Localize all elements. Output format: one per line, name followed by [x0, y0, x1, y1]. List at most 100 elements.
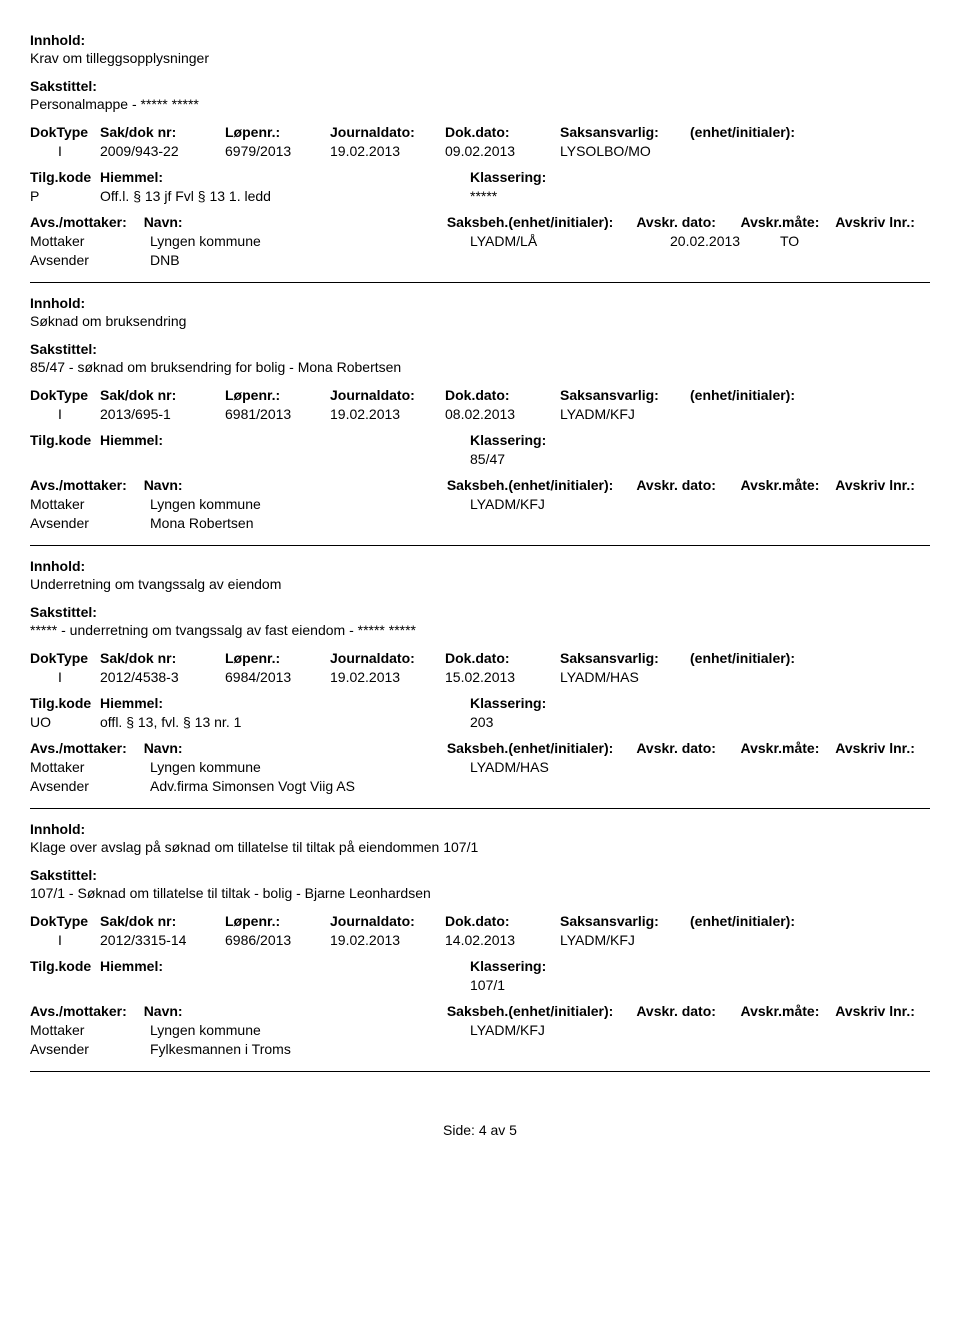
navn-header: Navn: [144, 1003, 447, 1019]
saksansvarlig-value: LYADM/KFJ [560, 932, 690, 948]
saksbeh-header: Saksbeh.(enhet/initialer): [447, 740, 636, 756]
journaldato-value: 19.02.2013 [330, 143, 445, 159]
meta-data-row: I 2013/695-1 6981/2013 19.02.2013 08.02.… [30, 406, 930, 422]
journaldato-value: 19.02.2013 [330, 932, 445, 948]
mottaker-row: Mottaker Lyngen kommune LYADM/KFJ [30, 496, 930, 512]
party-header-row: Avs./mottaker: Navn: Saksbeh.(enhet/init… [30, 1003, 930, 1019]
hjemmel-header: Hiemmel: [100, 169, 470, 185]
innhold-text: Søknad om bruksendring [30, 313, 930, 329]
innhold-text: Underretning om tvangssalg av eiendom [30, 576, 930, 592]
innhold-label: Innhold: [30, 295, 930, 311]
mottaker-row: Mottaker Lyngen kommune LYADM/HAS [30, 759, 930, 775]
record: Innhold: Krav om tilleggsopplysninger Sa… [30, 32, 930, 283]
hjemmel-header: Hiemmel: [100, 958, 470, 974]
avsender-row: Avsender Adv.firma Simonsen Vogt Viig AS [30, 778, 930, 794]
sakdok-value: 2009/943-22 [100, 143, 225, 159]
mottaker-avskrmate [780, 1022, 880, 1038]
avsender-label: Avsender [30, 778, 150, 794]
innhold-text: Krav om tilleggsopplysninger [30, 50, 930, 66]
record-divider [30, 808, 930, 809]
innhold-label: Innhold: [30, 32, 930, 48]
enhet-header: (enhet/initialer): [690, 387, 840, 403]
sakstittel-text: 107/1 - Søknad om tillatelse til tiltak … [30, 885, 930, 901]
dokdato-header: Dok.dato: [445, 387, 560, 403]
saksansvarlig-value: LYADM/KFJ [560, 406, 690, 422]
avskrmate-header: Avskr.måte: [741, 214, 836, 230]
avsmottaker-header: Avs./mottaker: [30, 214, 144, 230]
avskrivlnr-header: Avskriv lnr.: [835, 740, 930, 756]
mottaker-saksbeh: LYADM/KFJ [470, 1022, 670, 1038]
sakdok-header: Sak/dok nr: [100, 650, 225, 666]
record: Innhold: Underretning om tvangssalg av e… [30, 558, 930, 809]
hjemmel-value: Off.l. § 13 jf Fvl § 13 1. ledd [100, 188, 470, 204]
lopenr-value: 6979/2013 [225, 143, 330, 159]
tilgkode-value [30, 451, 100, 467]
doktype-header: DokType [30, 650, 100, 666]
meta-header-row: DokType Sak/dok nr: Løpenr.: Journaldato… [30, 913, 930, 929]
tilgkode-header: Tilg.kode [30, 958, 100, 974]
record-divider [30, 282, 930, 283]
sakstittel-label: Sakstittel: [30, 341, 930, 357]
hjemmel-value [100, 977, 470, 993]
journaldato-value: 19.02.2013 [330, 669, 445, 685]
dokdato-value: 08.02.2013 [445, 406, 560, 422]
avsender-navn: Adv.firma Simonsen Vogt Viig AS [150, 778, 470, 794]
avskrdato-header: Avskr. dato: [636, 1003, 740, 1019]
mottaker-navn: Lyngen kommune [150, 233, 470, 249]
saksbeh-header: Saksbeh.(enhet/initialer): [447, 214, 636, 230]
mottaker-avskrmate: TO [780, 233, 880, 249]
saksansvarlig-value: LYADM/HAS [560, 669, 690, 685]
avskrivlnr-header: Avskriv lnr.: [835, 1003, 930, 1019]
mottaker-avskrdato: 20.02.2013 [670, 233, 780, 249]
sakstittel-label: Sakstittel: [30, 78, 930, 94]
klassering-value: ***** [470, 188, 670, 204]
saksansvarlig-header: Saksansvarlig: [560, 124, 690, 140]
avsender-label: Avsender [30, 1041, 150, 1057]
meta-header-row: DokType Sak/dok nr: Løpenr.: Journaldato… [30, 387, 930, 403]
journaldato-value: 19.02.2013 [330, 406, 445, 422]
sakdok-header: Sak/dok nr: [100, 124, 225, 140]
sakdok-value: 2012/3315-14 [100, 932, 225, 948]
saksansvarlig-value: LYSOLBO/MO [560, 143, 690, 159]
klassering-header: Klassering: [470, 432, 670, 448]
avskrdato-header: Avskr. dato: [636, 477, 740, 493]
klassering-header: Klassering: [470, 958, 670, 974]
hjemmel-value: offl. § 13, fvl. § 13 nr. 1 [100, 714, 470, 730]
sakdok-value: 2013/695-1 [100, 406, 225, 422]
hjemmel-data-row: 85/47 [30, 451, 930, 467]
enhet-header: (enhet/initialer): [690, 124, 840, 140]
innhold-label: Innhold: [30, 558, 930, 574]
doktype-header: DokType [30, 124, 100, 140]
klassering-header: Klassering: [470, 169, 670, 185]
klassering-value: 203 [470, 714, 670, 730]
lopenr-header: Løpenr.: [225, 124, 330, 140]
saksansvarlig-header: Saksansvarlig: [560, 913, 690, 929]
lopenr-header: Løpenr.: [225, 913, 330, 929]
mottaker-navn: Lyngen kommune [150, 1022, 470, 1038]
tilgkode-value: P [30, 188, 100, 204]
mottaker-label: Mottaker [30, 496, 150, 512]
avsender-label: Avsender [30, 252, 150, 268]
meta-data-row: I 2009/943-22 6979/2013 19.02.2013 09.02… [30, 143, 930, 159]
avsender-navn: DNB [150, 252, 470, 268]
hjemmel-header-row: Tilg.kode Hiemmel: Klassering: [30, 169, 930, 185]
sakdok-header: Sak/dok nr: [100, 387, 225, 403]
sakstittel-label: Sakstittel: [30, 604, 930, 620]
party-header-row: Avs./mottaker: Navn: Saksbeh.(enhet/init… [30, 477, 930, 493]
klassering-header: Klassering: [470, 695, 670, 711]
sakdok-value: 2012/4538-3 [100, 669, 225, 685]
meta-data-row: I 2012/4538-3 6984/2013 19.02.2013 15.02… [30, 669, 930, 685]
hjemmel-header-row: Tilg.kode Hiemmel: Klassering: [30, 958, 930, 974]
mottaker-avskrdato [670, 496, 780, 512]
meta-header-row: DokType Sak/dok nr: Løpenr.: Journaldato… [30, 650, 930, 666]
dokdato-header: Dok.dato: [445, 650, 560, 666]
record: Innhold: Klage over avslag på søknad om … [30, 821, 930, 1072]
dokdato-header: Dok.dato: [445, 124, 560, 140]
hjemmel-header-row: Tilg.kode Hiemmel: Klassering: [30, 432, 930, 448]
record-divider [30, 545, 930, 546]
lopenr-value: 6981/2013 [225, 406, 330, 422]
mottaker-label: Mottaker [30, 233, 150, 249]
sakstittel-text: ***** - underretning om tvangssalg av fa… [30, 622, 930, 638]
dokdato-value: 15.02.2013 [445, 669, 560, 685]
doktype-header: DokType [30, 913, 100, 929]
